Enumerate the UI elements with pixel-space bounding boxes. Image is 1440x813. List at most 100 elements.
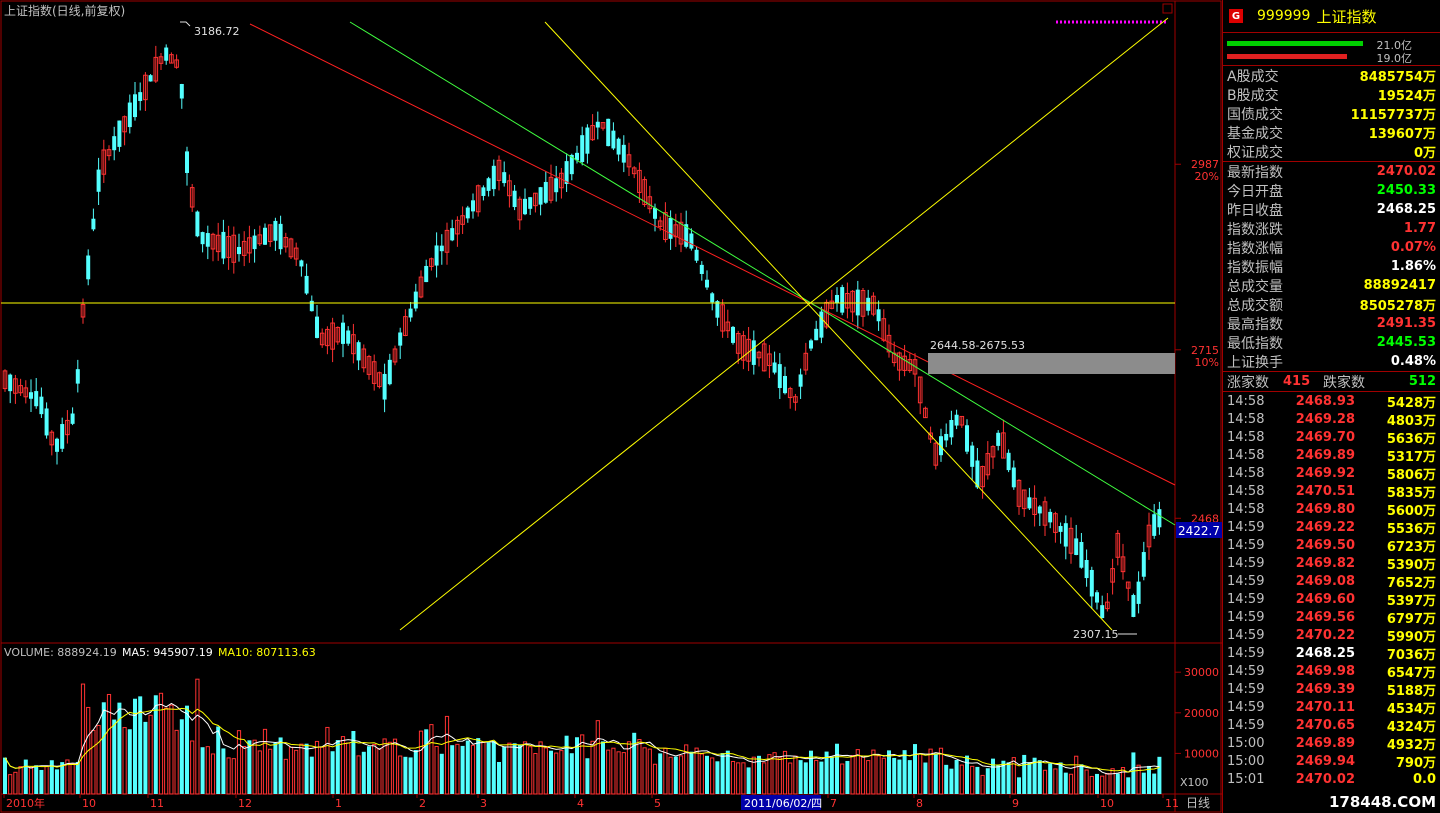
tick-row[interactable]: 14:59 2470.11 4534万 <box>1223 698 1440 717</box>
volume-bar <box>403 756 408 794</box>
volume-bar <box>918 753 923 795</box>
tick-row[interactable]: 14:59 2469.56 6797万 <box>1223 608 1440 627</box>
tick-row[interactable]: 14:59 2470.22 5990万 <box>1223 626 1440 645</box>
volume-bar <box>1022 754 1027 794</box>
period-label[interactable]: 日线 <box>1186 796 1210 810</box>
tick-row[interactable]: 14:59 2469.98 6547万 <box>1223 662 1440 681</box>
tick-row[interactable]: 14:59 2468.25 7036万 <box>1223 644 1440 663</box>
candle-body <box>237 246 241 255</box>
tick-volume: 4324万 <box>1386 719 1436 735</box>
tick-row[interactable]: 14:59 2469.82 5390万 <box>1223 554 1440 573</box>
tick-row[interactable]: 14:58 2469.89 5317万 <box>1223 446 1440 465</box>
volume-bar <box>96 724 101 795</box>
candle-body <box>575 152 579 161</box>
quote-value: 2470.02 <box>1376 164 1436 179</box>
date-tick-label: 11 <box>1165 797 1179 810</box>
candle-body <box>205 233 210 247</box>
quote-value: 2491.35 <box>1376 316 1436 331</box>
candle-body <box>65 419 70 436</box>
tick-list[interactable]: 14:58 2468.93 5428万 14:58 2469.28 4803万 14:58 2… <box>1223 392 1440 788</box>
tick-volume: 5317万 <box>1386 449 1436 465</box>
candle-body <box>153 56 159 82</box>
tick-price: 2469.50 <box>1295 537 1355 553</box>
turnover-row: 国债成交 11157737万 <box>1223 104 1440 124</box>
candle-body <box>1157 509 1162 528</box>
green-trendline <box>349 21 1176 526</box>
volume-bar <box>169 704 174 795</box>
date-tick-label: 4 <box>577 797 584 810</box>
tick-row[interactable]: 14:58 2469.80 5600万 <box>1223 500 1440 519</box>
quote-row: 昨日收盘 2468.25 <box>1223 200 1440 219</box>
volume-bar <box>1048 763 1053 794</box>
tick-time: 14:58 <box>1227 411 1265 427</box>
volume-bar <box>819 761 824 794</box>
candle-body <box>1105 601 1110 610</box>
candle-body <box>684 224 689 247</box>
candle-body <box>606 118 611 147</box>
volume-bar <box>809 750 813 794</box>
turnover-label: B股成交 <box>1227 87 1279 104</box>
tick-row[interactable]: 14:58 2468.93 5428万 <box>1223 392 1440 411</box>
panel-title: G 999999 上证指数 <box>1223 0 1440 33</box>
tick-row[interactable]: 14:59 2469.08 7652万 <box>1223 572 1440 591</box>
volume-bar <box>642 747 647 795</box>
tick-row[interactable]: 15:00 2469.89 4932万 <box>1223 734 1440 753</box>
candle-body <box>241 240 247 256</box>
candle-body <box>174 59 179 68</box>
quote-label: 上证换手 <box>1227 354 1283 371</box>
volume-bar <box>236 730 242 795</box>
candle-body <box>293 247 299 260</box>
volume-bar <box>429 724 434 795</box>
date-tick-label: 5 <box>654 797 661 810</box>
candle-body <box>351 334 356 355</box>
candle-body <box>616 138 621 155</box>
candle-body <box>507 180 512 197</box>
tick-price: 2470.22 <box>1295 627 1355 643</box>
candle-body <box>195 211 200 237</box>
candle-body <box>891 352 897 364</box>
volume-bar <box>1089 775 1094 795</box>
candle-body <box>424 265 429 283</box>
kline-chart[interactable]: 上证指数(日线,前复权) 2644.58-2675.53 3186.72 230… <box>0 0 1222 813</box>
tick-row[interactable]: 14:59 2469.22 5536万 <box>1223 518 1440 537</box>
turnover-row: A股成交 8485754万 <box>1223 66 1440 86</box>
chart-title: 上证指数(日线,前复权) <box>4 3 125 18</box>
candle-body <box>60 424 65 449</box>
date-tick-label: 8 <box>916 797 923 810</box>
quote-value: 0.48% <box>1390 354 1436 369</box>
candle-body <box>179 83 184 99</box>
candle-body <box>1120 556 1126 573</box>
tick-volume: 5600万 <box>1386 503 1436 519</box>
tick-row[interactable]: 14:58 2469.70 5636万 <box>1223 428 1440 447</box>
candle-body <box>382 373 387 400</box>
tick-row[interactable]: 14:58 2469.92 5806万 <box>1223 464 1440 483</box>
tick-row[interactable]: 15:01 2470.02 0.0 <box>1223 770 1440 788</box>
down-count: 512 <box>1408 374 1436 389</box>
candle-body <box>611 130 616 149</box>
candle-body <box>481 187 486 196</box>
tick-row[interactable]: 14:59 2469.39 5188万 <box>1223 680 1440 699</box>
tick-row[interactable]: 14:58 2469.28 4803万 <box>1223 410 1440 429</box>
candle-body <box>486 178 491 191</box>
tick-price: 2469.89 <box>1295 735 1355 751</box>
tick-row[interactable]: 14:58 2470.51 5835万 <box>1223 482 1440 501</box>
volume-bar <box>299 743 304 795</box>
volume-bar <box>814 759 819 795</box>
candle-body <box>315 316 319 338</box>
candle-body <box>1146 524 1152 548</box>
volume-bar <box>460 745 465 794</box>
candle-body <box>221 231 226 259</box>
tick-price: 2469.39 <box>1295 681 1355 697</box>
volume-bar <box>418 730 424 795</box>
tick-row[interactable]: 15:00 2469.94 790万 <box>1223 752 1440 771</box>
volume-bar <box>1079 764 1084 794</box>
candle-body <box>1037 506 1042 514</box>
candle-body <box>814 328 819 341</box>
candle-body <box>517 198 523 221</box>
volume-bar <box>673 756 678 794</box>
candle-body <box>585 127 590 154</box>
tick-row[interactable]: 14:59 2469.50 6723万 <box>1223 536 1440 555</box>
tick-row[interactable]: 14:59 2470.65 4324万 <box>1223 716 1440 735</box>
tick-row[interactable]: 14:59 2469.60 5397万 <box>1223 590 1440 609</box>
maximize-icon[interactable] <box>1162 3 1173 14</box>
